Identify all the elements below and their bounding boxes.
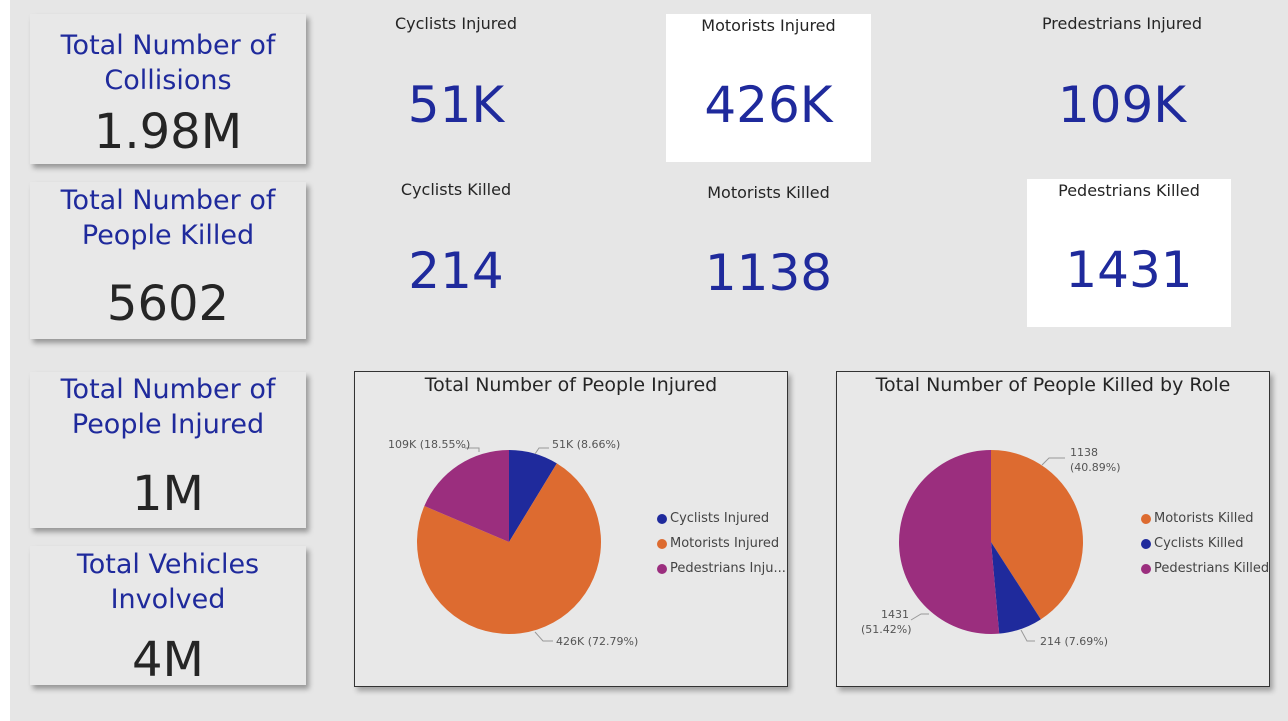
stat-value: 109K [1057, 76, 1187, 134]
stat-value: 1138 [704, 244, 833, 302]
stat-label: Motorists Injured [701, 16, 836, 35]
data-label-cyclists: 51K (8.66%) [552, 438, 620, 451]
pie-chart-killed: 1138 (40.89%) 1431 (51.42%) 214 (7.69%) [861, 446, 1121, 648]
kpi-value: 1M [132, 466, 204, 522]
kpi-title-line2: Collisions [104, 65, 232, 96]
legend-label: Pedestrians Inju... [670, 561, 786, 576]
kpi-card-people-injured[interactable]: Total Number of People Injured 1M [30, 372, 306, 528]
kpi-card-people-killed[interactable]: Total Number of People Killed 5602 [30, 182, 306, 339]
chart-title: Total Number of People Injured [424, 374, 718, 396]
legend-dot [657, 563, 667, 574]
legend-item-motorists-killed[interactable]: Motorists Killed [1141, 506, 1269, 531]
kpi-title-line2: Involved [110, 584, 226, 615]
legend-item-pedestrians-killed[interactable]: Pedestrians Killed [1141, 556, 1269, 581]
stat-label: Pedestrians Killed [1058, 181, 1200, 200]
pie-slices [417, 450, 601, 634]
pie-slice-pedestrians-injured[interactable] [424, 450, 509, 542]
kpi-value: 5602 [106, 276, 230, 332]
legend-label: Motorists Killed [1154, 511, 1254, 526]
legend-injured: Cyclists Injured Motorists Injured Pedes… [657, 506, 786, 581]
kpi-title-line1: Total Vehicles [76, 549, 260, 580]
data-label-motorists: 426K (72.79%) [556, 635, 638, 648]
data-label-pedestrians: 109K (18.55%) [388, 438, 470, 451]
data-label-cyclists: 214 (7.69%) [1040, 635, 1108, 648]
legend-item-cyclists-injured[interactable]: Cyclists Injured [657, 506, 786, 531]
pie-slice-cyclists-killed[interactable] [991, 542, 1041, 634]
data-label-pedestrians-line1: 1431 [881, 608, 909, 621]
kpi-title-line2: People Injured [71, 409, 265, 440]
legend-label: Cyclists Killed [1154, 536, 1244, 551]
stat-value: 214 [408, 242, 504, 300]
stat-motorists-killed[interactable]: Motorists Killed 1138 [666, 178, 871, 328]
pie-slice-cyclists-injured[interactable] [509, 450, 557, 542]
leader-line-pedestrians [910, 613, 929, 621]
pie-chart-injured: 109K (18.55%) 51K (8.66%) 426K (72.79%) [388, 438, 638, 648]
pie-slice-motorists-killed[interactable] [991, 450, 1083, 620]
data-label-pedestrians-line2: (51.42%) [861, 623, 912, 636]
kpi-card-vehicles-involved[interactable]: Total Vehicles Involved 4M [30, 546, 306, 688]
legend-dot [1141, 538, 1151, 549]
kpi-value: 1.98M [93, 104, 243, 160]
chart-people-killed-by-role[interactable]: Total Number of People Killed by Role 11… [836, 371, 1270, 687]
legend-item-motorists-injured[interactable]: Motorists Injured [657, 531, 786, 556]
stat-motorists-injured[interactable]: Motorists Injured 426K [666, 14, 871, 162]
legend-label: Cyclists Injured [670, 511, 770, 526]
chart-people-injured[interactable]: Total Number of People Injured 109K (18.… [354, 371, 788, 687]
stat-pedestrians-injured[interactable]: Predestrians Injured 109K [1000, 10, 1244, 160]
pie-slice-motorists-injured[interactable] [417, 463, 601, 634]
pie-slice-pedestrians-killed[interactable] [898, 450, 1000, 634]
stat-cyclists-injured[interactable]: Cyclists Injured 51K [356, 10, 556, 160]
stat-label: Predestrians Injured [1041, 14, 1203, 33]
stat-cyclists-killed[interactable]: Cyclists Killed 214 [356, 176, 556, 326]
leader-line-motorists [1041, 457, 1065, 466]
stat-label: Cyclists Killed [400, 180, 512, 199]
leader-line-pedestrians [465, 447, 480, 452]
legend-item-pedestrians-injured[interactable]: Pedestrians Inju... [657, 556, 786, 581]
leader-line-cyclists [534, 447, 549, 455]
kpi-card-collisions[interactable]: Total Number of Collisions 1.98M [30, 14, 306, 164]
stat-value: 1431 [1065, 241, 1193, 299]
stat-value: 426K [704, 76, 833, 134]
data-label-motorists-line2: (40.89%) [1070, 461, 1121, 474]
legend-dot [657, 513, 667, 524]
legend-killed: Motorists Killed Cyclists Killed Pedestr… [1141, 506, 1269, 581]
legend-item-cyclists-killed[interactable]: Cyclists Killed [1141, 531, 1269, 556]
kpi-title-line1: Total Number of [60, 374, 276, 405]
kpi-value: 4M [132, 632, 204, 688]
data-label-motorists-line1: 1138 [1070, 446, 1098, 459]
leader-line-cyclists [1020, 629, 1035, 642]
kpi-title-line1: Total Number of [60, 185, 276, 216]
legend-dot [657, 538, 667, 549]
legend-dot [1141, 563, 1151, 574]
pie-slices [898, 450, 1083, 634]
legend-label: Pedestrians Killed [1154, 561, 1270, 576]
legend-label: Motorists Injured [670, 536, 780, 551]
stat-label: Motorists Killed [707, 183, 830, 202]
chart-title: Total Number of People Killed by Role [875, 374, 1231, 396]
legend-dot [1141, 513, 1151, 524]
stat-label: Cyclists Injured [394, 14, 518, 33]
stat-value: 51K [407, 76, 505, 134]
kpi-title-line2: People Killed [81, 220, 255, 251]
kpi-title-line1: Total Number of [60, 30, 276, 61]
stat-pedestrians-killed[interactable]: Pedestrians Killed 1431 [1027, 179, 1231, 327]
leader-line-motorists [534, 631, 553, 642]
